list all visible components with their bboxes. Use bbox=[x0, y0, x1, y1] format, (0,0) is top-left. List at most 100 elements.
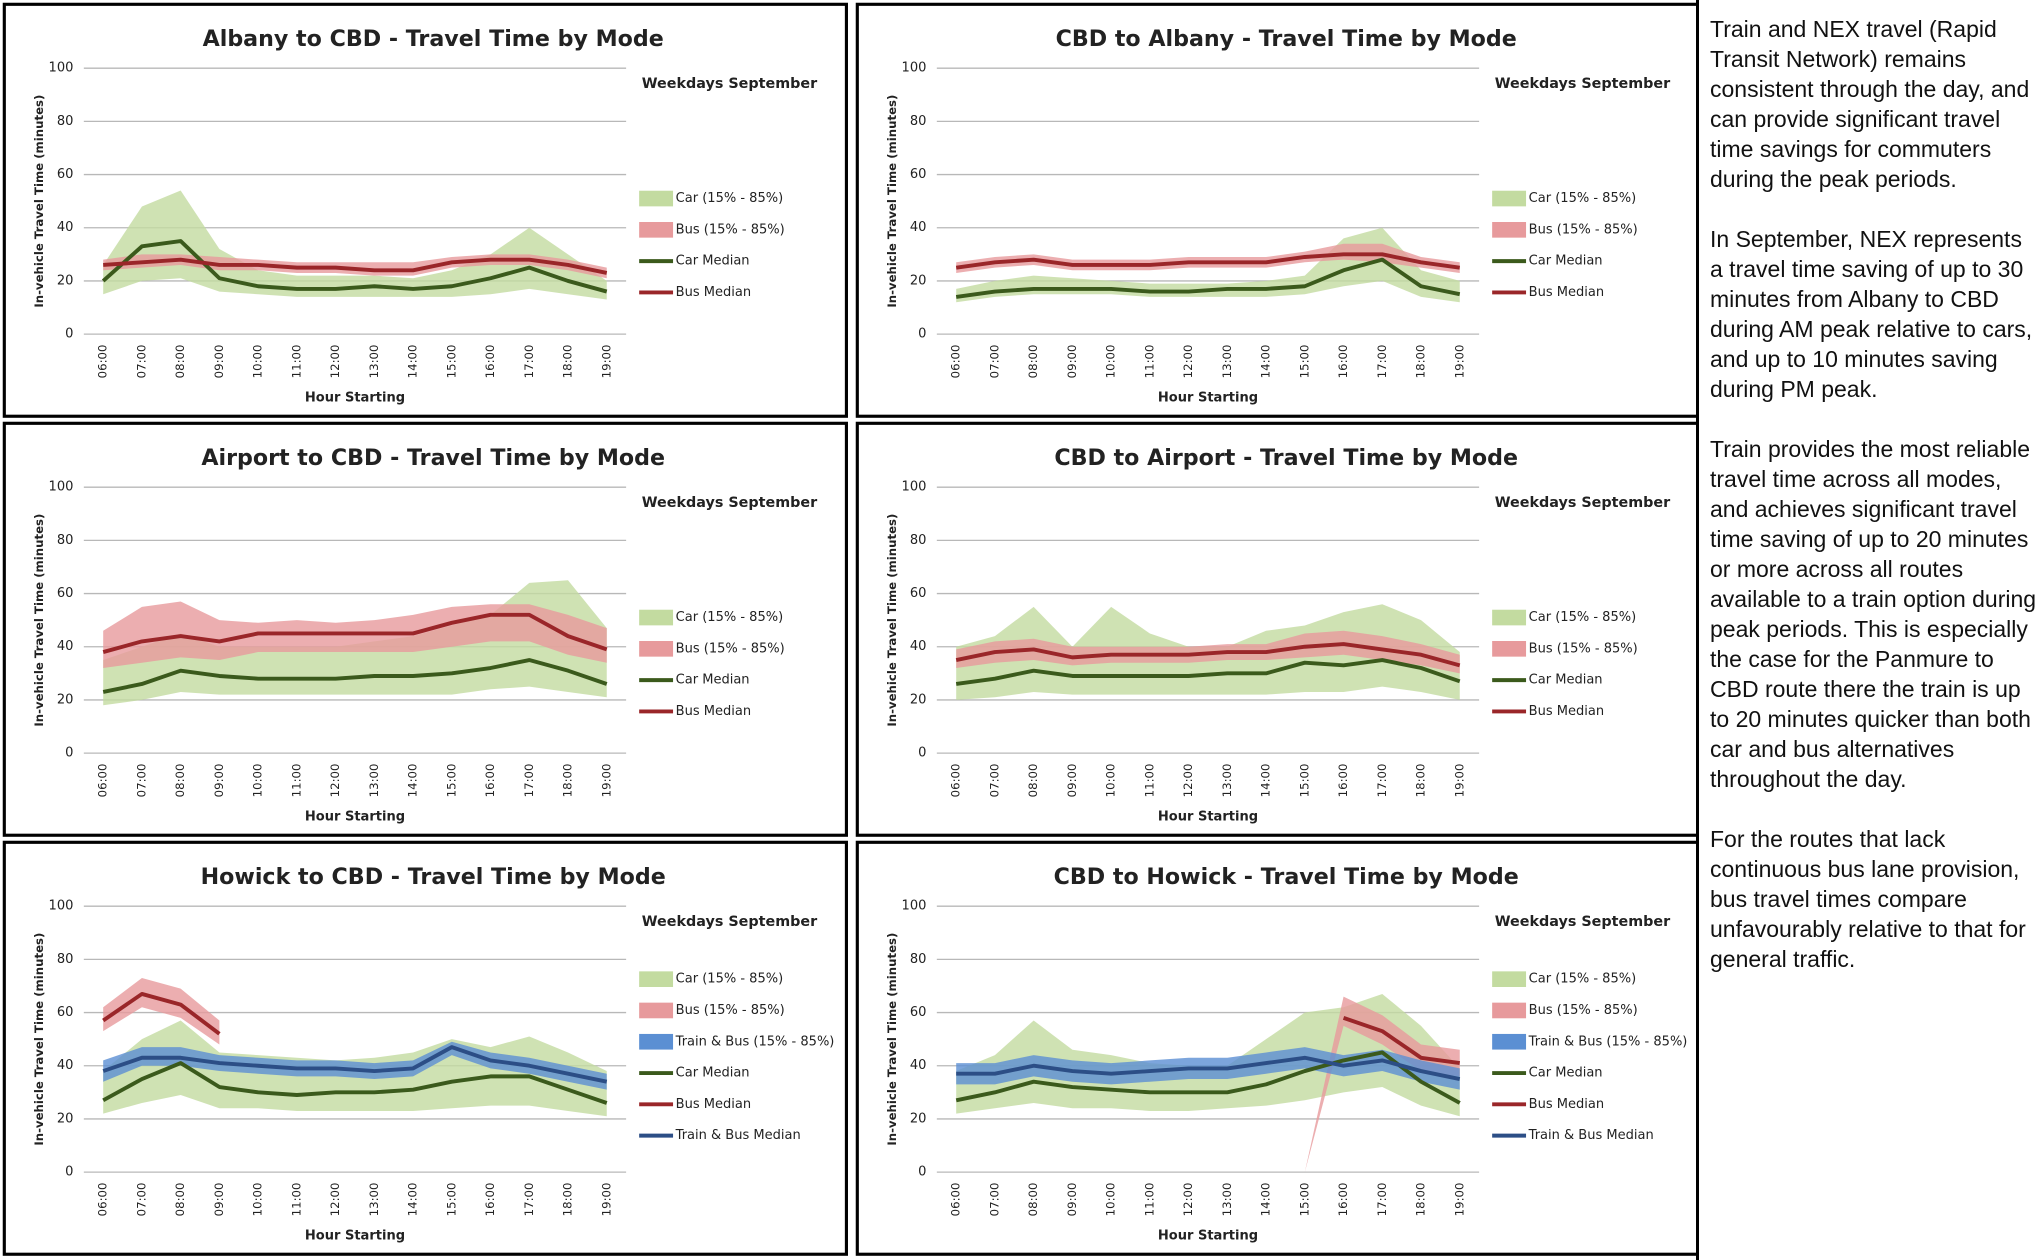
x-tick-label: 16:00 bbox=[483, 1183, 497, 1217]
legend-label: Bus Median bbox=[676, 1097, 751, 1112]
x-axis-label: Hour Starting bbox=[305, 809, 405, 824]
y-tick-label: 100 bbox=[49, 480, 74, 495]
y-tick-label: 80 bbox=[57, 952, 74, 967]
x-tick-label: 17:00 bbox=[1375, 345, 1389, 379]
x-tick-label: 12:00 bbox=[1181, 345, 1195, 379]
median-line bbox=[102, 991, 221, 1036]
note-paragraph: Train and NEX travel (Rapid Transit Netw… bbox=[1710, 16, 2030, 192]
y-tick-label: 60 bbox=[57, 586, 74, 601]
x-tick-label: 11:00 bbox=[1142, 345, 1156, 379]
x-tick-label: 17:00 bbox=[1375, 764, 1389, 798]
legend-label: Bus (15% - 85%) bbox=[1529, 641, 1638, 656]
median-line bbox=[955, 257, 1461, 299]
subtitle: Weekdays September bbox=[642, 76, 818, 92]
x-tick-label: 06:00 bbox=[96, 1183, 110, 1217]
x-tick-label: 16:00 bbox=[483, 764, 497, 798]
legend-swatch bbox=[639, 971, 674, 988]
x-tick-label: 07:00 bbox=[134, 1183, 148, 1217]
x-tick-label: 18:00 bbox=[561, 764, 575, 798]
x-tick-label: 08:00 bbox=[173, 764, 187, 798]
y-tick-label: 60 bbox=[910, 586, 927, 601]
x-tick-label: 11:00 bbox=[289, 764, 303, 798]
legend-label: Bus Median bbox=[676, 704, 751, 719]
chart-panel: CBD to Albany - Travel Time by Mode Weekd… bbox=[855, 2, 1696, 418]
chart-grid: Albany to CBD - Travel Time by Mode Weekd… bbox=[2, 2, 1696, 1256]
divider bbox=[1696, 0, 1699, 1260]
chart-title: CBD to Albany - Travel Time by Mode bbox=[1056, 26, 1517, 52]
legend-label: Car (15% - 85%) bbox=[676, 972, 784, 987]
range-band bbox=[103, 1041, 607, 1090]
x-tick-label: 15:00 bbox=[1297, 345, 1311, 379]
panel-frame bbox=[855, 2, 1696, 418]
x-tick-label: 19:00 bbox=[1452, 345, 1466, 379]
chart-title: CBD to Howick - Travel Time by Mode bbox=[1054, 864, 1519, 890]
subtitle: Weekdays September bbox=[642, 495, 818, 511]
y-tick-label: 0 bbox=[918, 746, 926, 761]
x-tick-label: 09:00 bbox=[212, 764, 226, 798]
chart-title: Howick to CBD - Travel Time by Mode bbox=[201, 864, 666, 890]
x-tick-label: 09:00 bbox=[212, 1183, 226, 1217]
legend-swatch bbox=[1492, 971, 1527, 988]
x-tick-label: 08:00 bbox=[1026, 764, 1040, 798]
legend-swatch bbox=[1492, 641, 1527, 657]
x-tick-label: 10:00 bbox=[1104, 345, 1118, 379]
x-tick-label: 12:00 bbox=[1181, 1183, 1195, 1217]
chart-title: Albany to CBD - Travel Time by Mode bbox=[203, 26, 664, 52]
x-tick-label: 06:00 bbox=[96, 764, 110, 798]
y-tick-label: 40 bbox=[57, 220, 74, 235]
y-axis-label: In-vehicle Travel Time (minutes) bbox=[32, 933, 46, 1146]
y-tick-label: 60 bbox=[910, 167, 927, 182]
x-tick-label: 07:00 bbox=[987, 764, 1001, 798]
x-tick-label: 10:00 bbox=[251, 1183, 265, 1217]
legend-swatch bbox=[1492, 190, 1527, 207]
x-tick-label: 07:00 bbox=[134, 345, 148, 379]
x-axis-label: Hour Starting bbox=[1158, 390, 1258, 405]
x-tick-label: 14:00 bbox=[1259, 764, 1273, 798]
panel-frame bbox=[2, 2, 848, 418]
x-tick-label: 06:00 bbox=[949, 764, 963, 798]
x-tick-label: 08:00 bbox=[1026, 345, 1040, 379]
chart-panel: Howick to CBD - Travel Time by Mode Weekd… bbox=[2, 840, 848, 1256]
legend-swatch bbox=[639, 609, 674, 626]
x-tick-label: 16:00 bbox=[1336, 764, 1350, 798]
x-tick-label: 16:00 bbox=[483, 345, 497, 379]
y-tick-label: 60 bbox=[57, 1005, 74, 1020]
y-tick-label: 20 bbox=[57, 273, 74, 288]
y-tick-label: 20 bbox=[57, 1111, 74, 1126]
chart-title: Airport to CBD - Travel Time by Mode bbox=[201, 445, 665, 471]
legend-label: Train & Bus Median bbox=[675, 1128, 801, 1143]
y-tick-label: 100 bbox=[902, 899, 927, 914]
x-tick-label: 09:00 bbox=[1065, 1183, 1079, 1217]
median-line bbox=[955, 658, 1461, 686]
y-axis-label: In-vehicle Travel Time (minutes) bbox=[885, 95, 899, 308]
x-tick-label: 12:00 bbox=[328, 764, 342, 798]
y-axis-label: In-vehicle Travel Time (minutes) bbox=[885, 933, 899, 1146]
x-tick-label: 13:00 bbox=[1220, 345, 1234, 379]
legend-label: Car Median bbox=[676, 1066, 750, 1081]
median-line bbox=[102, 658, 608, 694]
x-axis-label: Hour Starting bbox=[1158, 809, 1258, 824]
y-tick-label: 0 bbox=[65, 327, 73, 342]
legend-label: Car Median bbox=[1529, 254, 1603, 269]
range-band bbox=[103, 977, 220, 1045]
x-tick-label: 13:00 bbox=[367, 1183, 381, 1217]
x-tick-label: 17:00 bbox=[522, 345, 536, 379]
x-tick-label: 17:00 bbox=[1375, 1183, 1389, 1217]
x-axis-label: Hour Starting bbox=[1158, 1228, 1258, 1243]
legend-swatch bbox=[1492, 222, 1527, 238]
legend-swatch bbox=[639, 641, 674, 657]
y-tick-label: 0 bbox=[918, 1165, 926, 1180]
x-tick-label: 06:00 bbox=[949, 1183, 963, 1217]
chart-panel: Airport to CBD - Travel Time by Mode Week… bbox=[2, 421, 848, 837]
y-tick-label: 20 bbox=[910, 692, 927, 707]
x-tick-label: 06:00 bbox=[96, 345, 110, 379]
y-tick-label: 80 bbox=[57, 114, 74, 129]
x-tick-label: 12:00 bbox=[328, 345, 342, 379]
x-tick-label: 16:00 bbox=[1336, 345, 1350, 379]
x-tick-label: 19:00 bbox=[599, 764, 613, 798]
subtitle: Weekdays September bbox=[1495, 495, 1671, 511]
y-tick-label: 100 bbox=[49, 899, 74, 914]
median-line bbox=[955, 252, 1461, 270]
y-tick-label: 60 bbox=[57, 167, 74, 182]
